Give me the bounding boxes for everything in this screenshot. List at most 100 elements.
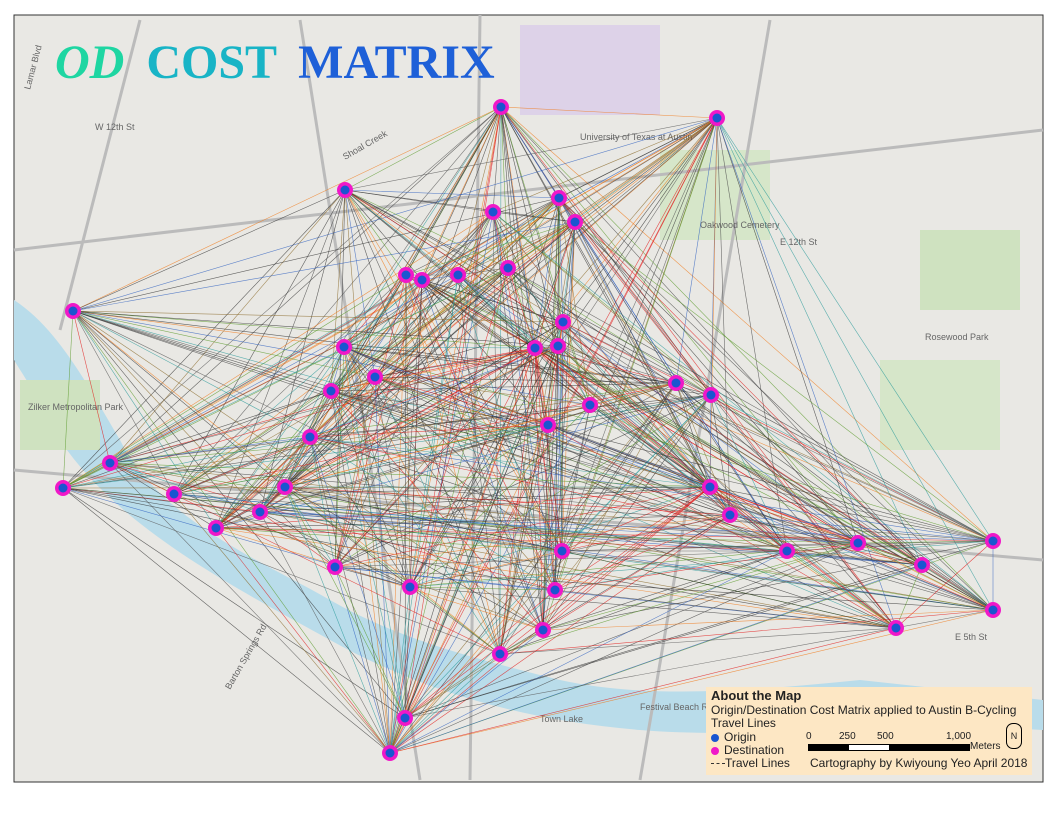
origin-marker (496, 102, 506, 112)
travel-line (215, 527, 788, 552)
travel-line (72, 310, 559, 347)
travel-line (215, 346, 345, 529)
travel-line (542, 394, 712, 631)
origin-marker (782, 546, 792, 556)
map-label: University of Texas at Austin (580, 132, 692, 142)
origin-marker (538, 625, 548, 635)
travel-line (389, 542, 859, 754)
travel-line (109, 462, 391, 754)
travel-line (62, 462, 111, 489)
legend-label: Origin (724, 730, 757, 744)
travel-line (173, 274, 407, 495)
travel-line (404, 589, 556, 719)
scale-unit: Meters (970, 741, 1001, 752)
travel-line (284, 486, 544, 631)
origin-marker (280, 482, 290, 492)
travel-line (542, 542, 859, 631)
travel-line (675, 117, 718, 384)
travel-line (334, 566, 391, 754)
travel-line (62, 221, 576, 489)
travel-line (729, 514, 897, 629)
map-label: W 12th St (95, 122, 135, 132)
travel-line (173, 424, 549, 495)
travel-line (404, 106, 502, 719)
travel-line (554, 514, 731, 591)
travel-line (374, 345, 559, 378)
travel-line (72, 310, 111, 464)
travel-line (173, 493, 391, 754)
travel-line (589, 117, 718, 406)
travel-line (309, 436, 411, 588)
travel-line (404, 486, 711, 719)
travel-line (557, 345, 859, 544)
travel-line (554, 589, 897, 629)
origin-marker (917, 560, 927, 570)
travel-line (557, 345, 591, 406)
travel-line (675, 382, 788, 552)
travel-line (109, 462, 563, 552)
travel-line (374, 376, 563, 552)
travel-line (457, 211, 494, 276)
travel-line (344, 189, 407, 276)
travel-line (561, 321, 564, 552)
travel-line (374, 376, 711, 488)
travel-line (895, 564, 923, 629)
travel-line (284, 394, 712, 488)
travel-line (547, 424, 994, 611)
travel-line (709, 486, 897, 629)
travel-line (330, 390, 563, 552)
origin-marker (570, 217, 580, 227)
travel-line (215, 527, 859, 544)
travel-line (309, 436, 859, 544)
travel-line (409, 586, 501, 655)
travel-line (344, 189, 376, 378)
travel-line (492, 211, 544, 631)
travel-line (259, 117, 718, 513)
travel-line (558, 197, 731, 516)
travel-line (109, 106, 502, 464)
travel-line (554, 394, 712, 591)
travel-line (215, 436, 311, 529)
origin-marker (169, 489, 179, 499)
travel-line (389, 564, 923, 754)
travel-line (374, 376, 897, 629)
travel-line (709, 117, 718, 488)
travel-line (109, 462, 731, 516)
travel-line (215, 527, 391, 754)
travel-line (109, 436, 311, 464)
origin-marker (553, 341, 563, 351)
travel-line (457, 221, 576, 276)
origin-marker (488, 207, 498, 217)
travel-line (334, 566, 411, 588)
travel-line (457, 274, 994, 542)
travel-line (557, 117, 718, 347)
travel-line (507, 197, 560, 269)
travel-line (389, 589, 556, 754)
travel-line (330, 390, 897, 629)
travel-line (500, 106, 544, 631)
map-label: Town Lake (540, 714, 583, 724)
travel-line (109, 462, 261, 513)
legend-item: Travel Lines (711, 756, 790, 770)
travel-line (589, 404, 994, 611)
travel-line (215, 117, 718, 529)
travel-line (500, 106, 994, 611)
travel-line (284, 486, 994, 542)
travel-line (62, 106, 502, 489)
travel-line (404, 345, 559, 719)
travel-line (710, 394, 731, 516)
origin-marker (557, 546, 567, 556)
travel-line (343, 346, 501, 655)
map-label: Festival Beach Rd (640, 702, 713, 712)
travel-line (786, 540, 994, 552)
travel-line (574, 221, 923, 566)
travel-line (457, 274, 591, 406)
travel-line (215, 514, 731, 529)
travel-line (330, 274, 407, 392)
travel-line (554, 550, 788, 591)
travel-line (215, 345, 559, 529)
origin-marker (712, 113, 722, 123)
origin-marker (370, 372, 380, 382)
travel-line (507, 267, 994, 542)
